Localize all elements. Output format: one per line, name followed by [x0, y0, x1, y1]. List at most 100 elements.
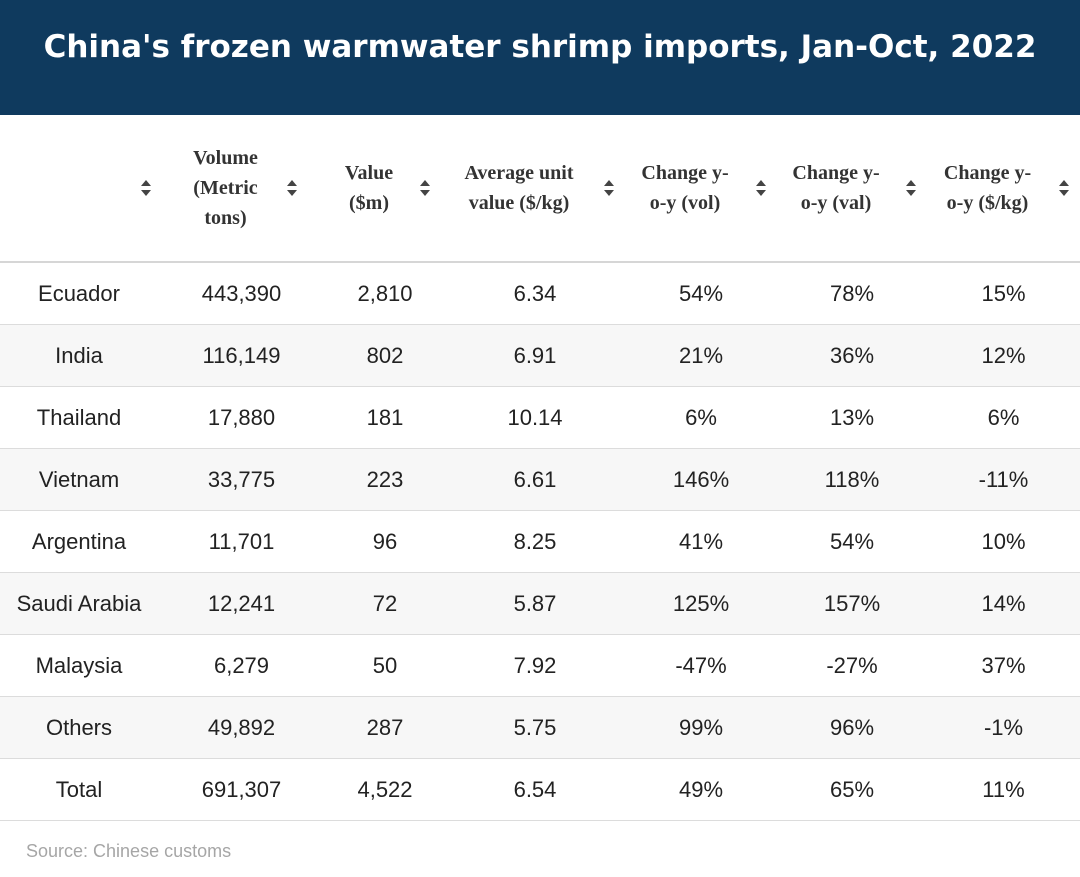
avg-unit-value-cell: 5.87 — [445, 572, 625, 635]
change-vol-cell: 54% — [625, 262, 777, 325]
country-cell: Vietnam — [0, 448, 158, 511]
header-line: value ($/kg) — [468, 192, 570, 214]
column-header-label: Average unit value ($/kg) — [455, 158, 583, 218]
table-row: Malaysia 6,279 50 7.92 -47% -27% 37% — [0, 634, 1080, 697]
header-line: o-y (val) — [800, 192, 872, 214]
change-price-cell: 12% — [927, 324, 1080, 387]
change-vol-cell: 49% — [625, 758, 777, 821]
column-header-country[interactable] — [0, 115, 158, 263]
sort-icon[interactable] — [140, 179, 152, 197]
value-cell: 802 — [325, 324, 445, 387]
header-line: Average unit — [464, 162, 574, 184]
value-cell: 2,810 — [325, 262, 445, 325]
value-cell: 287 — [325, 696, 445, 759]
column-header-change-val[interactable]: Change y- o-y (val) — [777, 115, 927, 263]
header-line: Change y- — [641, 162, 729, 184]
header-line: Volume — [193, 147, 258, 169]
volume-cell: 33,775 — [158, 448, 325, 511]
header-line: o-y (vol) — [649, 192, 721, 214]
change-vol-cell: 41% — [625, 510, 777, 573]
value-cell: 72 — [325, 572, 445, 635]
table-row: Argentina 11,701 96 8.25 41% 54% 10% — [0, 510, 1080, 573]
change-vol-cell: -47% — [625, 634, 777, 697]
table-body: Ecuador 443,390 2,810 6.34 54% 78% 15% India 116… — [0, 262, 1080, 821]
value-cell: 181 — [325, 386, 445, 449]
avg-unit-value-cell: 6.54 — [445, 758, 625, 821]
change-val-cell: 54% — [777, 510, 927, 573]
volume-cell: 11,701 — [158, 510, 325, 573]
country-cell: Thailand — [0, 386, 158, 449]
change-price-cell: 6% — [927, 386, 1080, 449]
volume-cell: 17,880 — [158, 386, 325, 449]
chart-title: China's frozen warmwater shrimp imports,… — [43, 29, 1037, 65]
sort-icon[interactable] — [1058, 179, 1070, 197]
change-val-cell: 65% — [777, 758, 927, 821]
volume-cell: 691,307 — [158, 758, 325, 821]
column-header-change-vol[interactable]: Change y- o-y (vol) — [625, 115, 777, 263]
change-price-cell: -11% — [927, 448, 1080, 511]
value-cell: 223 — [325, 448, 445, 511]
column-header-volume[interactable]: Volume (Metric tons) — [158, 115, 325, 263]
volume-cell: 6,279 — [158, 634, 325, 697]
sort-icon[interactable] — [419, 179, 431, 197]
sort-icon[interactable] — [286, 179, 298, 197]
data-table: Volume (Metric tons) Value ($m) — [0, 115, 1080, 821]
table-row: Others 49,892 287 5.75 99% 96% -1% — [0, 696, 1080, 759]
table-row: India 116,149 802 6.91 21% 36% 12% — [0, 324, 1080, 387]
country-cell: India — [0, 324, 158, 387]
change-val-cell: 36% — [777, 324, 927, 387]
header-line: o-y ($/kg) — [946, 192, 1029, 214]
header-line: tons) — [204, 207, 247, 229]
sort-icon[interactable] — [755, 179, 767, 197]
value-cell: 96 — [325, 510, 445, 573]
table-header-row: Volume (Metric tons) Value ($m) — [0, 115, 1080, 263]
change-price-cell: 15% — [927, 262, 1080, 325]
avg-unit-value-cell: 10.14 — [445, 386, 625, 449]
source-note: Source: Chinese customs — [26, 841, 232, 861]
table-row: Total 691,307 4,522 6.54 49% 65% 11% — [0, 758, 1080, 821]
change-vol-cell: 21% — [625, 324, 777, 387]
column-header-label: Change y- o-y ($/kg) — [938, 158, 1038, 218]
change-price-cell: 10% — [927, 510, 1080, 573]
header-line: Value — [344, 162, 394, 184]
value-cell: 50 — [325, 634, 445, 697]
change-val-cell: 96% — [777, 696, 927, 759]
change-val-cell: 118% — [777, 448, 927, 511]
country-cell: Others — [0, 696, 158, 759]
table-row: Thailand 17,880 181 10.14 6% 13% 6% — [0, 386, 1080, 449]
avg-unit-value-cell: 7.92 — [445, 634, 625, 697]
change-vol-cell: 146% — [625, 448, 777, 511]
volume-cell: 116,149 — [158, 324, 325, 387]
sort-icon[interactable] — [603, 179, 615, 197]
table-row: Saudi Arabia 12,241 72 5.87 125% 157% 14% — [0, 572, 1080, 635]
avg-unit-value-cell: 5.75 — [445, 696, 625, 759]
table-row: Ecuador 443,390 2,810 6.34 54% 78% 15% — [0, 262, 1080, 325]
change-price-cell: 11% — [927, 758, 1080, 821]
column-header-label: Value ($m) — [339, 158, 399, 218]
header-line: ($m) — [349, 192, 389, 214]
avg-unit-value-cell: 8.25 — [445, 510, 625, 573]
country-cell: Argentina — [0, 510, 158, 573]
change-val-cell: -27% — [777, 634, 927, 697]
title-bar: China's frozen warmwater shrimp imports,… — [0, 0, 1080, 115]
column-header-label: Change y- o-y (vol) — [635, 158, 735, 218]
change-val-cell: 13% — [777, 386, 927, 449]
column-header-label: Volume (Metric tons) — [186, 143, 266, 233]
change-val-cell: 78% — [777, 262, 927, 325]
change-price-cell: -1% — [927, 696, 1080, 759]
avg-unit-value-cell: 6.91 — [445, 324, 625, 387]
avg-unit-value-cell: 6.61 — [445, 448, 625, 511]
country-cell: Ecuador — [0, 262, 158, 325]
country-cell: Malaysia — [0, 634, 158, 697]
column-header-average-unit-value[interactable]: Average unit value ($/kg) — [445, 115, 625, 263]
avg-unit-value-cell: 6.34 — [445, 262, 625, 325]
sort-icon[interactable] — [905, 179, 917, 197]
column-header-value[interactable]: Value ($m) — [325, 115, 445, 263]
change-vol-cell: 99% — [625, 696, 777, 759]
value-cell: 4,522 — [325, 758, 445, 821]
change-price-cell: 14% — [927, 572, 1080, 635]
table-row: Vietnam 33,775 223 6.61 146% 118% -11% — [0, 448, 1080, 511]
column-header-change-price[interactable]: Change y- o-y ($/kg) — [927, 115, 1080, 263]
change-vol-cell: 6% — [625, 386, 777, 449]
change-val-cell: 157% — [777, 572, 927, 635]
